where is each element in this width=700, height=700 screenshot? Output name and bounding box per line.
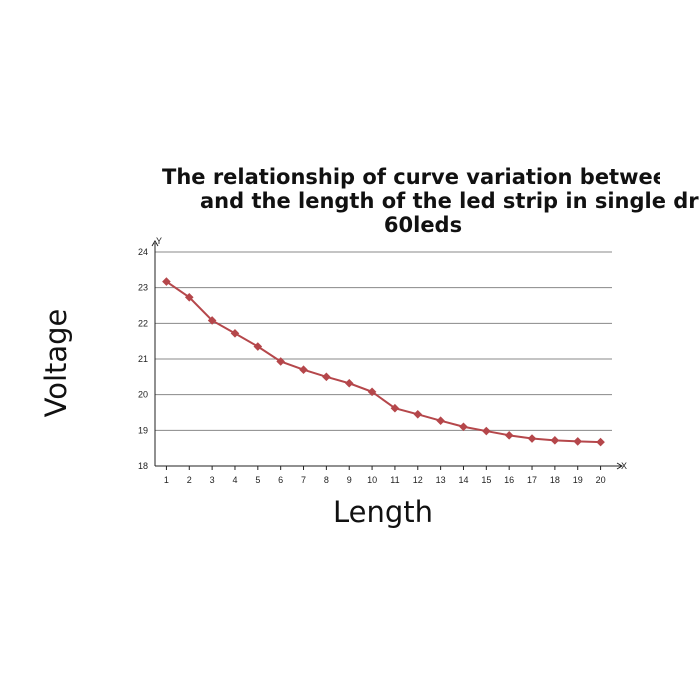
x-tick-label: 6 <box>278 475 283 485</box>
y-tick-label: 18 <box>138 461 148 471</box>
x-tick-label: 4 <box>232 475 237 485</box>
data-point <box>323 373 330 380</box>
y-tick-label: 23 <box>138 283 148 293</box>
y-axis-marker: Y <box>156 236 162 246</box>
data-point <box>460 423 467 430</box>
x-tick-label: 15 <box>481 475 491 485</box>
x-tick-label: 5 <box>255 475 260 485</box>
x-tick-label: 17 <box>527 475 537 485</box>
data-point <box>551 437 558 444</box>
data-point <box>574 438 581 445</box>
data-point <box>483 427 490 434</box>
x-tick-label: 1 <box>164 475 169 485</box>
data-point <box>414 411 421 418</box>
x-tick-label: 2 <box>187 475 192 485</box>
x-tick-label: 8 <box>324 475 329 485</box>
x-tick-label: 18 <box>550 475 560 485</box>
x-tick-label: 7 <box>301 475 306 485</box>
data-point <box>506 432 513 439</box>
x-axis-marker: X <box>621 461 627 471</box>
x-tick-label: 16 <box>504 475 514 485</box>
data-point <box>528 435 535 442</box>
y-tick-label: 19 <box>138 425 148 435</box>
y-tick-label: 21 <box>138 354 148 364</box>
x-tick-label: 20 <box>596 475 606 485</box>
x-tick-label: 3 <box>210 475 215 485</box>
x-tick-label: 11 <box>390 475 399 485</box>
data-point <box>437 417 444 424</box>
x-tick-label: 12 <box>413 475 423 485</box>
x-tick-label: 10 <box>367 475 377 485</box>
data-point <box>300 366 307 373</box>
data-point <box>346 380 353 387</box>
y-tick-label: 22 <box>138 318 148 328</box>
y-tick-label: 20 <box>138 390 148 400</box>
x-tick-label: 9 <box>347 475 352 485</box>
x-tick-label: 19 <box>573 475 583 485</box>
x-tick-label: 14 <box>458 475 468 485</box>
x-tick-label: 13 <box>436 475 446 485</box>
data-point <box>597 439 604 446</box>
series-line <box>166 282 600 443</box>
y-tick-label: 24 <box>138 247 148 257</box>
